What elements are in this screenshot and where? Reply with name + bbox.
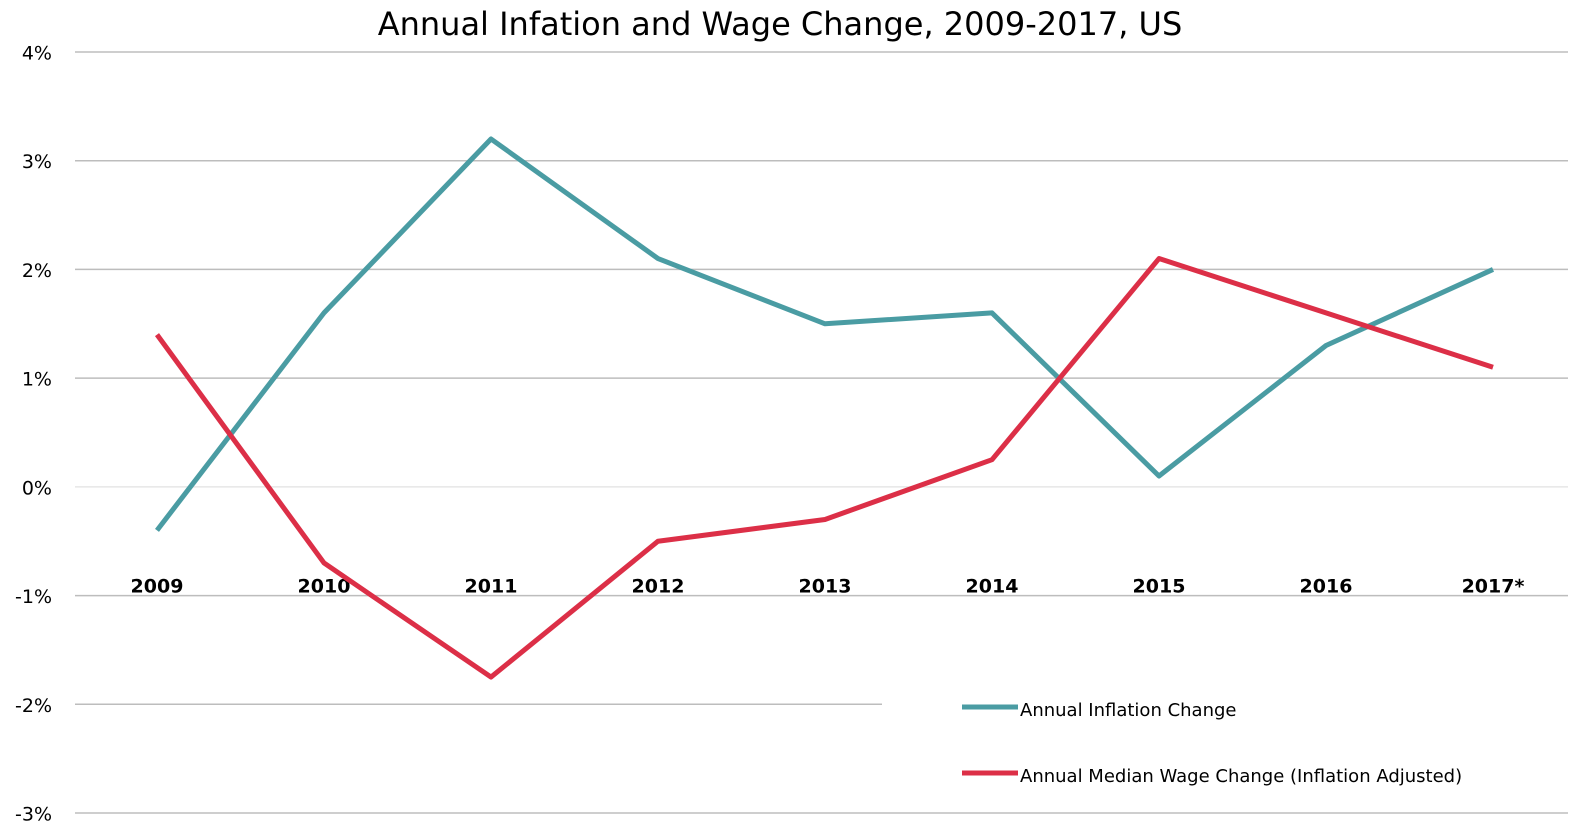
x-tick-label: 2013 xyxy=(799,576,852,598)
legend-label: Annual Median Wage Change (Inflation Adj… xyxy=(1020,766,1462,787)
x-tick-label: 2012 xyxy=(632,576,685,598)
x-tick-label: 2010 xyxy=(298,576,351,598)
series-line xyxy=(155,136,1495,532)
y-tick-label: -1% xyxy=(15,586,52,608)
y-tick-label: 0% xyxy=(22,477,52,499)
legend-background xyxy=(882,687,1582,787)
y-tick-label: 1% xyxy=(22,369,52,391)
legend-label: Annual Inflation Change xyxy=(1020,700,1237,721)
x-tick-label: 2016 xyxy=(1300,576,1353,598)
y-tick-label: -2% xyxy=(15,695,52,717)
x-tick-label: 2015 xyxy=(1133,576,1186,598)
x-tick-label: 2014 xyxy=(966,576,1019,598)
series-line xyxy=(154,256,1494,680)
y-tick-label: -3% xyxy=(15,804,52,826)
x-tick-label: 2009 xyxy=(131,576,184,598)
y-tick-label: 3% xyxy=(22,151,52,173)
x-tick-label: 2017* xyxy=(1462,576,1525,598)
x-tick-label: 2011 xyxy=(465,576,518,598)
chart-title: Annual Infation and Wage Change, 2009-20… xyxy=(378,5,1183,43)
y-tick-label: 4% xyxy=(22,43,52,65)
y-tick-label: 2% xyxy=(22,260,52,282)
